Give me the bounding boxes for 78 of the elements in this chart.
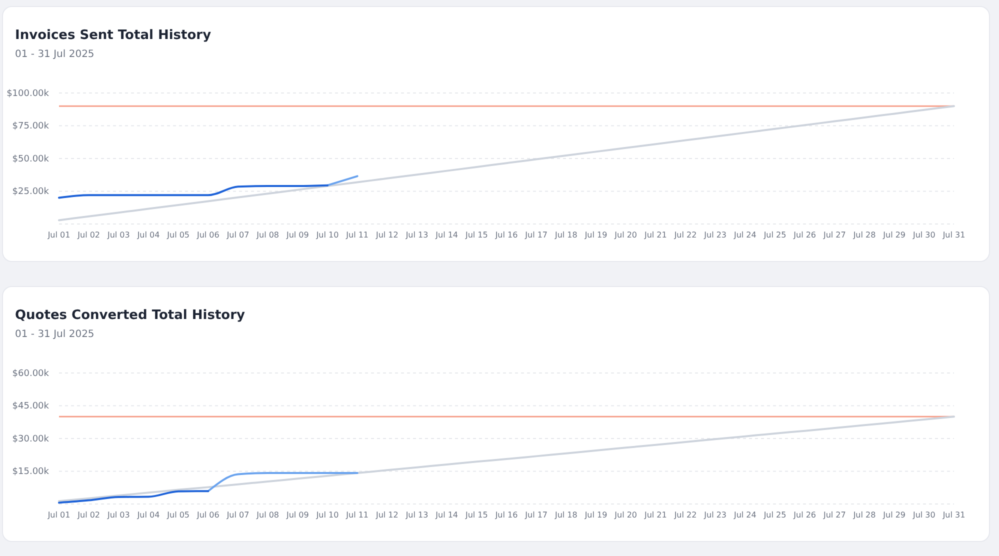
y-tick-label: $100.00k (6, 88, 50, 99)
x-tick-label: Jul 04 (136, 510, 160, 520)
x-tick-label: Jul 08 (256, 230, 280, 240)
x-tick-label: Jul 30 (912, 510, 936, 520)
x-tick-label: Jul 14 (434, 230, 458, 240)
x-tick-label: Jul 02 (76, 230, 100, 240)
line-series (58, 184, 328, 199)
x-tick-label: Jul 11 (345, 230, 369, 240)
y-tick-label: $75.00k (12, 122, 50, 132)
x-tick-label: Jul 27 (822, 230, 846, 240)
y-tick-label: $30.00k (12, 434, 50, 444)
x-tick-label: Jul 10 (315, 230, 339, 240)
line-series (58, 490, 210, 504)
x-tick-label: Jul 05 (166, 230, 190, 240)
x-tick-label: Jul 16 (494, 230, 518, 240)
x-tick-label: Jul 22 (673, 230, 697, 240)
x-tick-label: Jul 06 (196, 510, 220, 520)
x-tick-label: Jul 31 (942, 230, 966, 240)
chart-title: Invoices Sent Total History (15, 28, 212, 43)
x-tick-label: Jul 20 (614, 510, 638, 520)
x-tick-label: Jul 20 (614, 230, 638, 240)
x-tick-label: Jul 01 (46, 230, 70, 240)
x-tick-label: Jul 19 (584, 230, 608, 240)
x-tick-label: Jul 18 (554, 230, 578, 240)
chart-title: Quotes Converted Total History (15, 308, 246, 323)
x-tick-label: Jul 02 (76, 510, 100, 520)
x-tick-label: Jul 13 (404, 230, 428, 240)
x-tick-label: Jul 09 (285, 510, 309, 520)
x-tick-label: Jul 22 (673, 510, 697, 520)
chart-subtitle: 01 - 31 Jul 2025 (15, 49, 94, 60)
x-tick-label: Jul 31 (942, 510, 966, 520)
x-tick-label: Jul 21 (643, 230, 667, 240)
x-tick-label: Jul 23 (703, 510, 727, 520)
x-tick-label: Jul 26 (792, 510, 816, 520)
y-tick-label: $25.00k (12, 187, 50, 198)
y-tick-label: $15.00k (12, 467, 50, 478)
x-tick-label: Jul 26 (792, 230, 816, 240)
x-tick-label: Jul 17 (524, 230, 548, 240)
x-tick-label: Jul 24 (732, 510, 756, 520)
chart-subtitle: 01 - 31 Jul 2025 (15, 329, 94, 340)
x-tick-label: Jul 12 (374, 510, 398, 520)
x-tick-label: Jul 15 (464, 510, 488, 520)
y-tick-label: $45.00k (12, 402, 50, 412)
x-tick-label: Jul 19 (584, 510, 608, 520)
x-tick-label: Jul 06 (196, 230, 220, 240)
x-tick-label: Jul 25 (762, 230, 786, 240)
x-tick-label: Jul 28 (852, 510, 876, 520)
x-tick-label: Jul 17 (524, 510, 548, 520)
y-tick-label: $50.00k (12, 154, 50, 164)
x-tick-label: Jul 30 (912, 230, 936, 240)
x-tick-label: Jul 12 (374, 230, 398, 240)
line-series (58, 105, 955, 222)
x-tick-label: Jul 14 (434, 510, 458, 520)
x-tick-label: Jul 03 (106, 230, 130, 240)
x-tick-label: Jul 11 (345, 510, 369, 520)
x-tick-label: Jul 23 (703, 230, 727, 240)
x-tick-label: Jul 08 (256, 510, 280, 520)
x-tick-label: Jul 04 (136, 230, 160, 240)
x-tick-label: Jul 13 (404, 510, 428, 520)
x-tick-label: Jul 15 (464, 230, 488, 240)
x-tick-label: Jul 27 (822, 510, 846, 520)
x-tick-label: Jul 03 (106, 510, 130, 520)
line-series (58, 416, 955, 502)
x-tick-label: Jul 18 (554, 510, 578, 520)
x-tick-label: Jul 07 (226, 510, 250, 520)
x-tick-label: Jul 25 (762, 510, 786, 520)
x-tick-label: Jul 09 (285, 230, 309, 240)
x-tick-label: Jul 07 (226, 230, 250, 240)
x-tick-label: Jul 21 (643, 510, 667, 520)
x-tick-label: Jul 29 (882, 230, 906, 240)
x-tick-label: Jul 10 (315, 510, 339, 520)
x-tick-label: Jul 28 (852, 230, 876, 240)
y-tick-label: $60.00k (12, 368, 50, 379)
x-tick-label: Jul 24 (732, 230, 756, 240)
x-tick-label: Jul 16 (494, 510, 518, 520)
x-tick-label: Jul 01 (46, 510, 70, 520)
x-tick-label: Jul 05 (166, 510, 190, 520)
x-tick-label: Jul 29 (882, 510, 906, 520)
